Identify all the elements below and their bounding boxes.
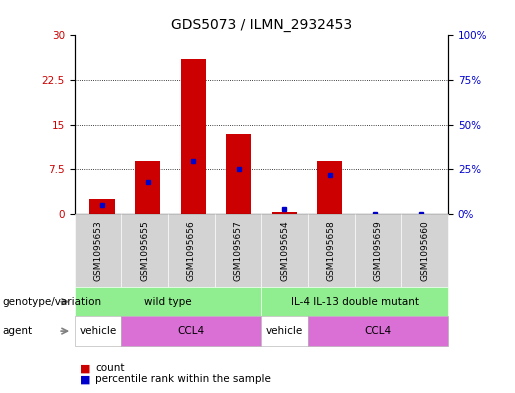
Text: vehicle: vehicle	[266, 326, 303, 336]
Bar	[271, 212, 297, 214]
Text: CCL4: CCL4	[365, 326, 391, 336]
Text: GSM1095660: GSM1095660	[420, 220, 429, 281]
Text: ■: ■	[80, 363, 90, 373]
Text: agent: agent	[3, 326, 32, 336]
Text: GSM1095654: GSM1095654	[280, 220, 289, 281]
Text: GSM1095658: GSM1095658	[327, 220, 336, 281]
Title: GDS5073 / ILMN_2932453: GDS5073 / ILMN_2932453	[171, 18, 352, 31]
Text: wild type: wild type	[144, 297, 192, 307]
Bar	[135, 160, 160, 214]
Text: vehicle: vehicle	[79, 326, 116, 336]
Bar	[317, 160, 342, 214]
Text: ■: ■	[80, 374, 90, 384]
Text: GSM1095659: GSM1095659	[373, 220, 383, 281]
Bar	[90, 199, 114, 214]
Text: IL-4 IL-13 double mutant: IL-4 IL-13 double mutant	[290, 297, 419, 307]
Text: GSM1095656: GSM1095656	[187, 220, 196, 281]
Text: percentile rank within the sample: percentile rank within the sample	[95, 374, 271, 384]
Text: CCL4: CCL4	[178, 326, 205, 336]
Text: GSM1095653: GSM1095653	[94, 220, 102, 281]
Text: GSM1095655: GSM1095655	[140, 220, 149, 281]
Text: genotype/variation: genotype/variation	[3, 297, 101, 307]
Bar	[226, 134, 251, 214]
Bar	[181, 59, 205, 214]
Text: count: count	[95, 363, 125, 373]
Text: GSM1095657: GSM1095657	[233, 220, 243, 281]
